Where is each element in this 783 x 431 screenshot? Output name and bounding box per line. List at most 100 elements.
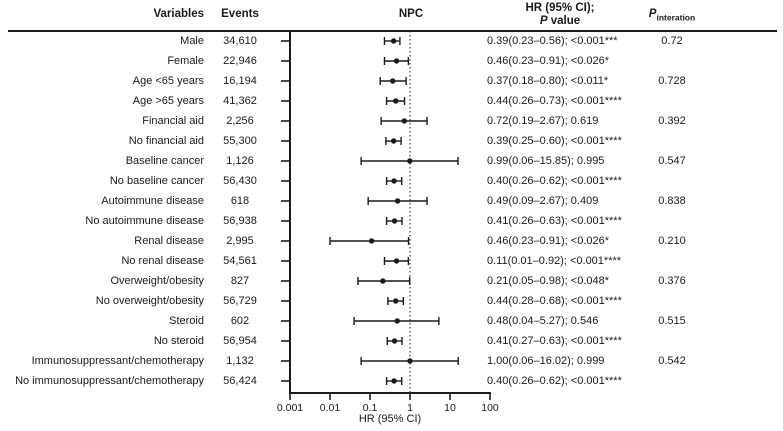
p-interaction-value: 0.210 [658, 235, 686, 247]
p-interaction-value: 0.547 [658, 155, 686, 167]
p-interaction-value: 0.515 [658, 315, 686, 327]
variable-label: Financial aid [142, 115, 204, 127]
hr-ci-p-value: 0.39(0.25–0.60); <0.001**** [487, 135, 622, 147]
variable-label: Baseline cancer [125, 155, 204, 167]
hr-header-p-italic: P [539, 15, 548, 27]
variable-label: Male [180, 35, 204, 47]
table-row: Autoimmune disease 618 0.49(0.09–2.67); … [0, 191, 783, 211]
table-row: Male 34,610 0.39(0.23–0.56); <0.001*** 0… [0, 31, 783, 51]
npc-column-header: NPC [398, 8, 424, 20]
events-value: 2,256 [226, 115, 254, 127]
table-row: Renal disease 2,995 0.46(0.23–0.91); <0.… [0, 231, 783, 251]
table-row: Baseline cancer 1,126 0.99(0.06–15.85); … [0, 151, 783, 171]
point-estimate-marker [390, 38, 397, 44]
hr-ci-p-value: 0.41(0.26–0.63); <0.001**** [487, 215, 622, 227]
variable-label: Steroid [169, 315, 204, 327]
variable-label: No immunosuppressant/chemotherapy [15, 375, 204, 387]
x-axis-tick-label: 0.1 [363, 402, 378, 414]
variable-label: Age >65 years [132, 95, 204, 107]
events-value: 16,194 [223, 75, 257, 87]
events-value: 41,362 [223, 95, 257, 107]
p-interaction-value: 0.838 [658, 195, 686, 207]
hr-header-line1: HR (95% CI); [525, 2, 595, 14]
point-estimate-marker [393, 298, 399, 304]
p-interaction-value: 0.728 [658, 75, 686, 87]
table-row: Overweight/obesity 827 0.21(0.05–0.98); … [0, 271, 783, 291]
hr-ci-p-value: 0.39(0.23–0.56); <0.001*** [487, 35, 618, 47]
events-value: 34,610 [223, 35, 257, 47]
table-row: Financial aid 2,256 0.72(0.19–2.67); 0.6… [0, 111, 783, 131]
hr-ci-p-value: 0.46(0.23–0.91); <0.026* [487, 55, 610, 67]
variable-label: Renal disease [134, 235, 204, 247]
x-axis-tick-label: 10 [444, 402, 456, 414]
hr-header-line2-rest: value [547, 15, 581, 27]
point-estimate-marker [407, 358, 413, 364]
table-row: No overweight/obesity 56,729 0.44(0.28–0… [0, 291, 783, 311]
point-estimate-marker [391, 378, 397, 384]
point-estimate-marker [407, 158, 413, 164]
table-row: Immunosuppressant/chemotherapy 1,132 1.0… [0, 351, 783, 371]
header-divider-line [8, 30, 777, 32]
variable-label: Overweight/obesity [110, 275, 204, 287]
events-value: 56,938 [223, 215, 257, 227]
events-value: 618 [230, 195, 250, 207]
variable-label: No renal disease [121, 255, 204, 267]
p-interaction-value: 0.392 [658, 115, 686, 127]
table-row: No steroid 56,954 0.41(0.27–0.63); <0.00… [0, 331, 783, 351]
p-interaction-header-subscript: interation [656, 12, 696, 23]
hr-ci-p-value: 0.40(0.26–0.62); <0.001**** [487, 175, 622, 187]
x-axis-title: HR (95% CI) [358, 413, 422, 425]
point-estimate-marker [390, 138, 397, 144]
x-axis-tick-label: 0.01 [320, 402, 341, 414]
table-row: No immunosuppressant/chemotherapy 56,424… [0, 371, 783, 391]
hr-ci-p-value: 0.72(0.19–2.67); 0.619 [487, 115, 599, 127]
point-estimate-marker [390, 78, 396, 84]
table-row: Steroid 602 0.48(0.04–5.27); 0.546 0.515 [0, 311, 783, 331]
variable-label: Age <65 years [132, 75, 204, 87]
events-value: 602 [230, 315, 250, 327]
variable-label: No overweight/obesity [95, 295, 204, 307]
variable-label: No steroid [153, 335, 204, 347]
point-estimate-marker [393, 98, 399, 104]
events-value: 56,954 [223, 335, 257, 347]
point-estimate-marker [380, 278, 386, 284]
point-estimate-marker [368, 238, 375, 244]
x-axis-tick-label: 1 [407, 402, 413, 414]
hr-ci-p-value: 0.44(0.26–0.73); <0.001**** [487, 95, 622, 107]
point-estimate-marker [394, 318, 400, 324]
variables-column-header: Variables [153, 8, 204, 20]
table-row: No financial aid 55,300 0.39(0.25–0.60);… [0, 131, 783, 151]
table-row: Age <65 years 16,194 0.37(0.18–0.80); <0… [0, 71, 783, 91]
hr-ci-p-value: 0.37(0.18–0.80); <0.011* [487, 75, 609, 87]
table-row: No renal disease 54,561 0.11(0.01–0.92);… [0, 251, 783, 271]
p-interaction-value: 0.542 [658, 355, 686, 367]
variable-label: No baseline cancer [109, 175, 204, 187]
point-estimate-marker [391, 178, 397, 184]
variable-label: Immunosuppressant/chemotherapy [31, 355, 204, 367]
p-interaction-header-p-italic: P [648, 8, 657, 20]
hr-ci-p-value: 0.11(0.01–0.92); <0.001**** [487, 255, 622, 267]
events-value: 56,424 [223, 375, 257, 387]
events-value: 54,561 [223, 255, 257, 267]
point-estimate-marker [393, 58, 400, 64]
variable-label: No autoimmune disease [85, 215, 204, 227]
events-value: 56,430 [223, 175, 257, 187]
hr-ci-p-value: 0.48(0.04–5.27); 0.546 [487, 315, 599, 327]
x-axis-tick-label: 100 [481, 402, 499, 414]
variable-label: No financial aid [128, 135, 204, 147]
events-value: 1,132 [226, 355, 254, 367]
p-interaction-value: 0.376 [658, 275, 686, 287]
hr-ci-p-value: 0.44(0.28–0.68); <0.001**** [487, 295, 622, 307]
point-estimate-marker [394, 198, 401, 204]
hr-ci-p-value: 0.46(0.23–0.91); <0.026* [487, 235, 610, 247]
p-interaction-value: 0.72 [661, 35, 683, 47]
hr-ci-p-value: 1.00(0.06–16.02); 0.999 [487, 355, 605, 367]
x-axis-tick-label: 0.001 [277, 402, 303, 414]
hr-ci-p-value: 0.21(0.05–0.98); <0.048* [487, 275, 610, 287]
table-row: No baseline cancer 56,430 0.40(0.26–0.62… [0, 171, 783, 191]
table-row: No autoimmune disease 56,938 0.41(0.26–0… [0, 211, 783, 231]
point-estimate-marker [401, 118, 407, 124]
variable-label: Autoimmune disease [101, 195, 204, 207]
hr-ci-p-value: 0.49(0.09–2.67); 0.409 [487, 195, 599, 207]
